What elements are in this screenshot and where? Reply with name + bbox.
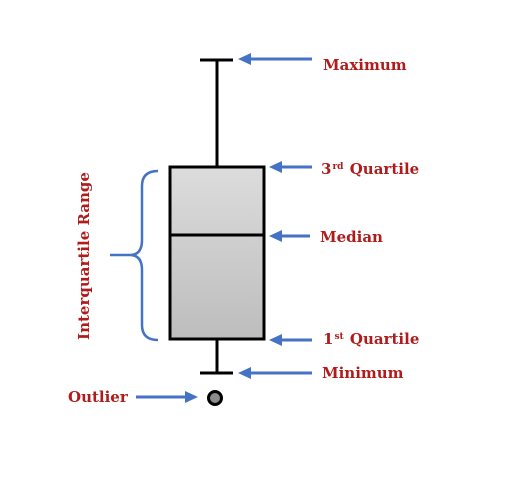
first-quartile-number: 1 [323, 330, 334, 348]
maximum-label: Maximum [323, 56, 407, 74]
outlier-label: Outlier [68, 388, 128, 406]
third-quartile-text: Quartile [349, 160, 420, 178]
first-quartile-label: 1st Quartile [323, 332, 419, 347]
third-quartile-ordinal: rd [332, 162, 344, 172]
minimum-label: Minimum [322, 364, 404, 382]
third-quartile-label: 3rd Quartile [321, 162, 419, 177]
interquartile-box [168, 165, 266, 341]
first-quartile-text: Quartile [349, 330, 420, 348]
third-quartile-arrow [269, 161, 312, 173]
outlier-point [207, 390, 223, 406]
maximum-arrow [238, 53, 312, 65]
third-quartile-number: 3 [321, 160, 332, 178]
median-arrow [269, 230, 310, 242]
interquartile-range-label: Interquartile Range [75, 172, 93, 340]
outlier-arrow [136, 391, 198, 403]
minimum-arrow [238, 367, 312, 379]
median-label: Median [320, 228, 383, 246]
first-quartile-arrow [269, 334, 312, 346]
iqr-brace [129, 169, 159, 342]
first-quartile-ordinal: st [334, 332, 344, 342]
